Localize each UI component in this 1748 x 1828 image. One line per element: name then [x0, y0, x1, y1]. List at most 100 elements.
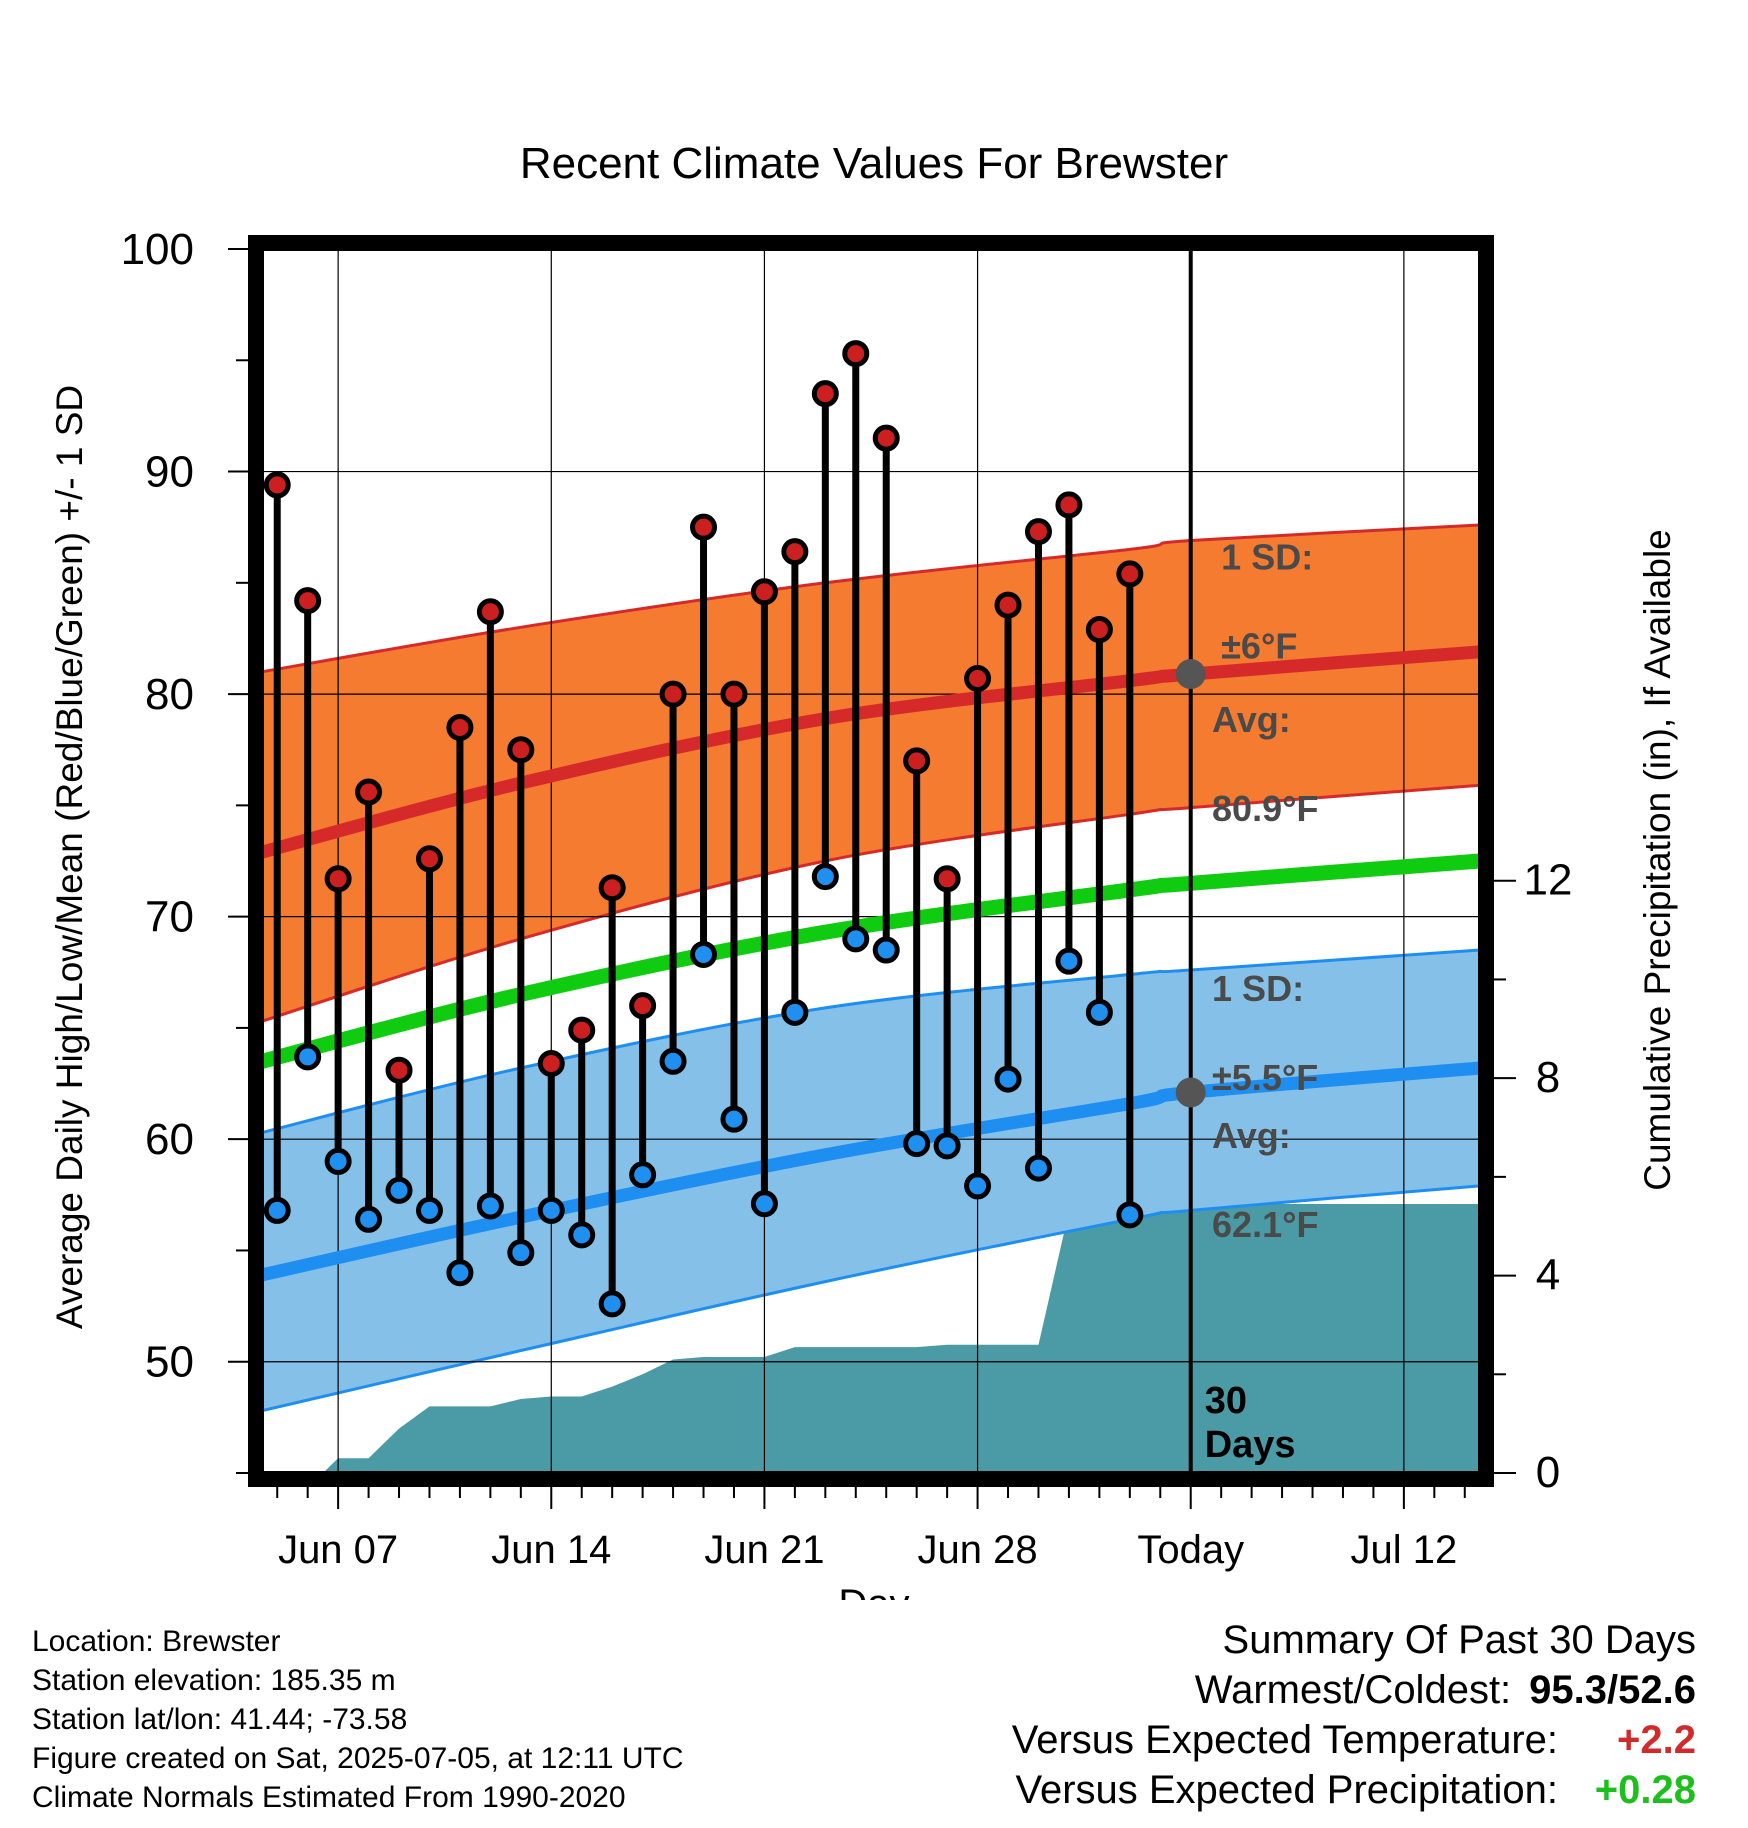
daily-low-point [355, 1205, 383, 1233]
daily-high-point [537, 1050, 565, 1078]
low-sd-upper-line [261, 948, 1481, 1134]
daily-low-point [1055, 947, 1083, 975]
chart-title: Recent Climate Values For Brewster [520, 139, 1228, 188]
y-tick-label: 50 [145, 1338, 194, 1387]
daily-high-point [994, 591, 1022, 619]
created-text: Figure created on Sat, 2025-07-05, at 12… [32, 1742, 684, 1775]
y2-tick-label: 12 [1524, 856, 1573, 905]
daily-low-point [720, 1105, 748, 1133]
daily-low-point [1024, 1154, 1052, 1182]
band-annotation: ±6°F [1221, 625, 1297, 666]
daily-high-point [933, 865, 961, 893]
daily-high-point [415, 845, 443, 873]
daily-low-point [476, 1192, 504, 1220]
summary-title: Summary Of Past 30 Days [1222, 1618, 1696, 1662]
daily-low-point [385, 1176, 413, 1204]
daily-low-point [659, 1047, 687, 1075]
daily-high-point [750, 578, 778, 606]
y2-axis-label: Cumulative Precipitation (in), If Availa… [1637, 529, 1678, 1191]
band-annotation: Avg: [1212, 699, 1291, 740]
daily-low-point [872, 936, 900, 964]
daily-low-point [994, 1065, 1022, 1093]
daily-high-point [872, 424, 900, 452]
daily-low-point [294, 1043, 322, 1071]
daily-high-point [568, 1016, 596, 1044]
y2-tick-label: 0 [1536, 1448, 1560, 1497]
daily-high-point [842, 340, 870, 368]
band-annotation: 62.1°F [1212, 1204, 1318, 1245]
x-tick-label: Jun 14 [491, 1528, 611, 1572]
daily-low-point [750, 1190, 778, 1218]
daily-low-point [446, 1259, 474, 1287]
high-sd-lower-line [261, 783, 1481, 1023]
y-tick-label: 100 [121, 225, 194, 274]
latlon-text: Station lat/lon: 41.44; -73.58 [32, 1703, 408, 1736]
daily-high-point [355, 778, 383, 806]
daily-low-point [690, 940, 718, 968]
daily-high-point [446, 713, 474, 741]
x-tick-label: Jun 21 [704, 1528, 824, 1572]
x-tick-label: Jul 12 [1351, 1528, 1458, 1572]
y-tick-label: 70 [145, 893, 194, 942]
today-low-average-marker [1175, 1077, 1206, 1108]
precip-label: Versus Expected Precipitation: [1015, 1768, 1558, 1812]
daily-low-point [598, 1290, 626, 1318]
y-tick-label: 80 [145, 670, 194, 719]
summary-temp: Versus Expected Temperature: +2.2 [1012, 1715, 1696, 1765]
normals-text: Climate Normals Estimated From 1990-2020 [32, 1781, 626, 1814]
low-sd-lower-line [261, 1184, 1481, 1413]
daily-low-point [568, 1221, 596, 1249]
daily-low-point [781, 998, 809, 1026]
x-axis-label: Day [838, 1582, 909, 1600]
daily-high-point [690, 513, 718, 541]
daily-low-point [629, 1161, 657, 1189]
daily-low-point [263, 1196, 291, 1224]
daily-low-point [903, 1130, 931, 1158]
y-axis-label: Average Daily High/Low/Mean (Red/Blue/Gr… [49, 385, 90, 1329]
plot-frame [248, 235, 1494, 1487]
location-text: Location: Brewster [32, 1625, 281, 1658]
daily-high-point [294, 587, 322, 615]
daily-high-point [811, 380, 839, 408]
daily-low-point [1116, 1201, 1144, 1229]
x-tick-label: Jun 28 [918, 1528, 1038, 1572]
daily-high-point [781, 538, 809, 566]
band-annotation: 1 SD: [1221, 536, 1313, 577]
temp-value: +2.2 [1617, 1718, 1696, 1762]
elevation-text: Station elevation: 185.35 m [32, 1664, 396, 1697]
summary-warm-cold: Warmest/Coldest: 95.3/52.6 [1012, 1665, 1696, 1715]
daily-high-point [476, 598, 504, 626]
y2-tick-label: 8 [1536, 1053, 1560, 1102]
daily-low-point [842, 925, 870, 953]
daily-low-point [324, 1147, 352, 1175]
daily-high-point [1085, 616, 1113, 644]
y2-tick-label: 4 [1536, 1251, 1560, 1300]
daily-high-point [629, 992, 657, 1020]
high-sd-band [262, 525, 1480, 1022]
today-period-label-line: 30 [1205, 1380, 1247, 1422]
daily-low-point [933, 1132, 961, 1160]
today-period-label: 30 Days [1205, 1380, 1296, 1466]
daily-high-point [385, 1056, 413, 1084]
x-tick-label: Today [1137, 1528, 1244, 1572]
mean-temperature-line [260, 853, 1481, 1069]
daily-low-point [811, 863, 839, 891]
daily-high-point [324, 865, 352, 893]
low-average-line [260, 1061, 1481, 1282]
warm-cold-value: 95.3/52.6 [1529, 1668, 1696, 1712]
temp-label: Versus Expected Temperature: [1011, 1718, 1558, 1762]
summary-panel: Summary Of Past 30 Days Warmest/Coldest:… [1012, 1615, 1696, 1815]
daily-high-point [1055, 491, 1083, 519]
daily-high-point [263, 471, 291, 499]
y-tick-label: 90 [145, 448, 194, 497]
climate-chart: Recent Climate Values For Brewster 1 SD:… [49, 139, 1678, 1600]
daily-low-point [1085, 998, 1113, 1026]
summary-precip: Versus Expected Precipitation: +0.28 [1012, 1765, 1696, 1815]
warm-cold-label: Warmest/Coldest: [1194, 1668, 1512, 1712]
daily-high-point [903, 747, 931, 775]
y-tick-label: 60 [145, 1115, 194, 1164]
daily-high-point [964, 665, 992, 693]
band-annotation: 80.9°F [1212, 788, 1318, 829]
precipitation-area [262, 1204, 1480, 1473]
x-tick-label: Jun 07 [278, 1528, 398, 1572]
